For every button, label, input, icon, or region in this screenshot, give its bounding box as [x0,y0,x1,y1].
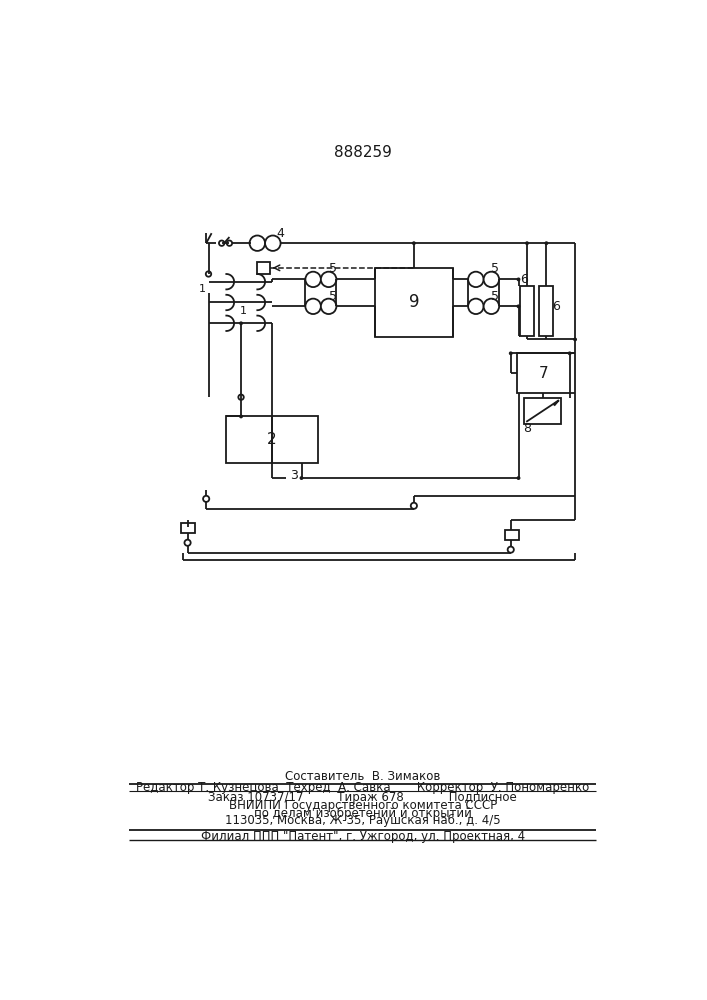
Bar [375,268,452,337]
Text: Заказ 10737/17         Тираж 678            Подписное: Заказ 10737/17 Тираж 678 Подписное [209,791,517,804]
Circle shape [227,241,232,246]
Circle shape [517,476,520,480]
Text: Филиал ППП "Патент", г. Ужгород, ул. Проектная, 4: Филиал ППП "Патент", г. Ужгород, ул. Про… [201,830,525,843]
Circle shape [412,241,416,245]
Circle shape [238,395,244,400]
Bar [517,353,570,393]
Circle shape [573,338,577,341]
Text: по делам изобретений и открытий: по делам изобретений и открытий [254,806,472,820]
Text: 6: 6 [551,300,560,313]
Text: Составитель  В. Зимаков: Составитель В. Зимаков [285,770,440,783]
Text: 5: 5 [329,262,337,275]
Bar [182,523,194,533]
Circle shape [250,235,265,251]
Bar [257,262,270,274]
Bar [524,398,561,424]
Circle shape [411,503,417,509]
Text: ВНИИПИ Государственного комитета СССР: ВНИИПИ Государственного комитета СССР [228,799,497,812]
Circle shape [321,272,337,287]
Circle shape [508,547,514,553]
Circle shape [185,540,191,546]
Text: 3: 3 [290,469,298,482]
Text: 888259: 888259 [334,145,392,160]
Circle shape [305,272,321,287]
Text: 5: 5 [491,290,499,303]
Circle shape [525,241,529,245]
Bar [506,530,518,540]
Circle shape [239,415,243,418]
Circle shape [206,271,211,277]
Circle shape [544,241,549,245]
Bar [226,416,317,463]
Circle shape [300,476,303,480]
Text: 5: 5 [491,262,499,275]
Circle shape [517,277,520,281]
Text: 8: 8 [523,422,531,434]
Circle shape [239,321,243,325]
Text: 2: 2 [267,432,277,447]
Text: 4: 4 [276,227,284,240]
Circle shape [468,272,484,287]
Circle shape [321,299,337,314]
Circle shape [468,299,484,314]
Bar [539,286,554,336]
Text: 113035, Москва, Ж-35, Раушская наб., д. 4/5: 113035, Москва, Ж-35, Раушская наб., д. … [225,814,501,827]
Circle shape [509,351,513,355]
Circle shape [568,351,571,355]
Text: 9: 9 [409,293,419,311]
Circle shape [517,304,520,308]
Circle shape [219,241,224,246]
Circle shape [203,496,209,502]
Text: 5: 5 [329,290,337,303]
Circle shape [265,235,281,251]
Text: 6: 6 [520,273,528,286]
Circle shape [305,299,321,314]
Circle shape [484,299,499,314]
Text: 1: 1 [199,284,206,294]
Text: 1: 1 [240,306,247,316]
Bar [520,286,534,336]
Text: 7: 7 [539,366,548,381]
Circle shape [484,272,499,287]
Text: Редактор Т. Кузнецова  Техред  А. Савка       Корректор  У. Пономаренко: Редактор Т. Кузнецова Техред А. Савка Ко… [136,781,590,794]
